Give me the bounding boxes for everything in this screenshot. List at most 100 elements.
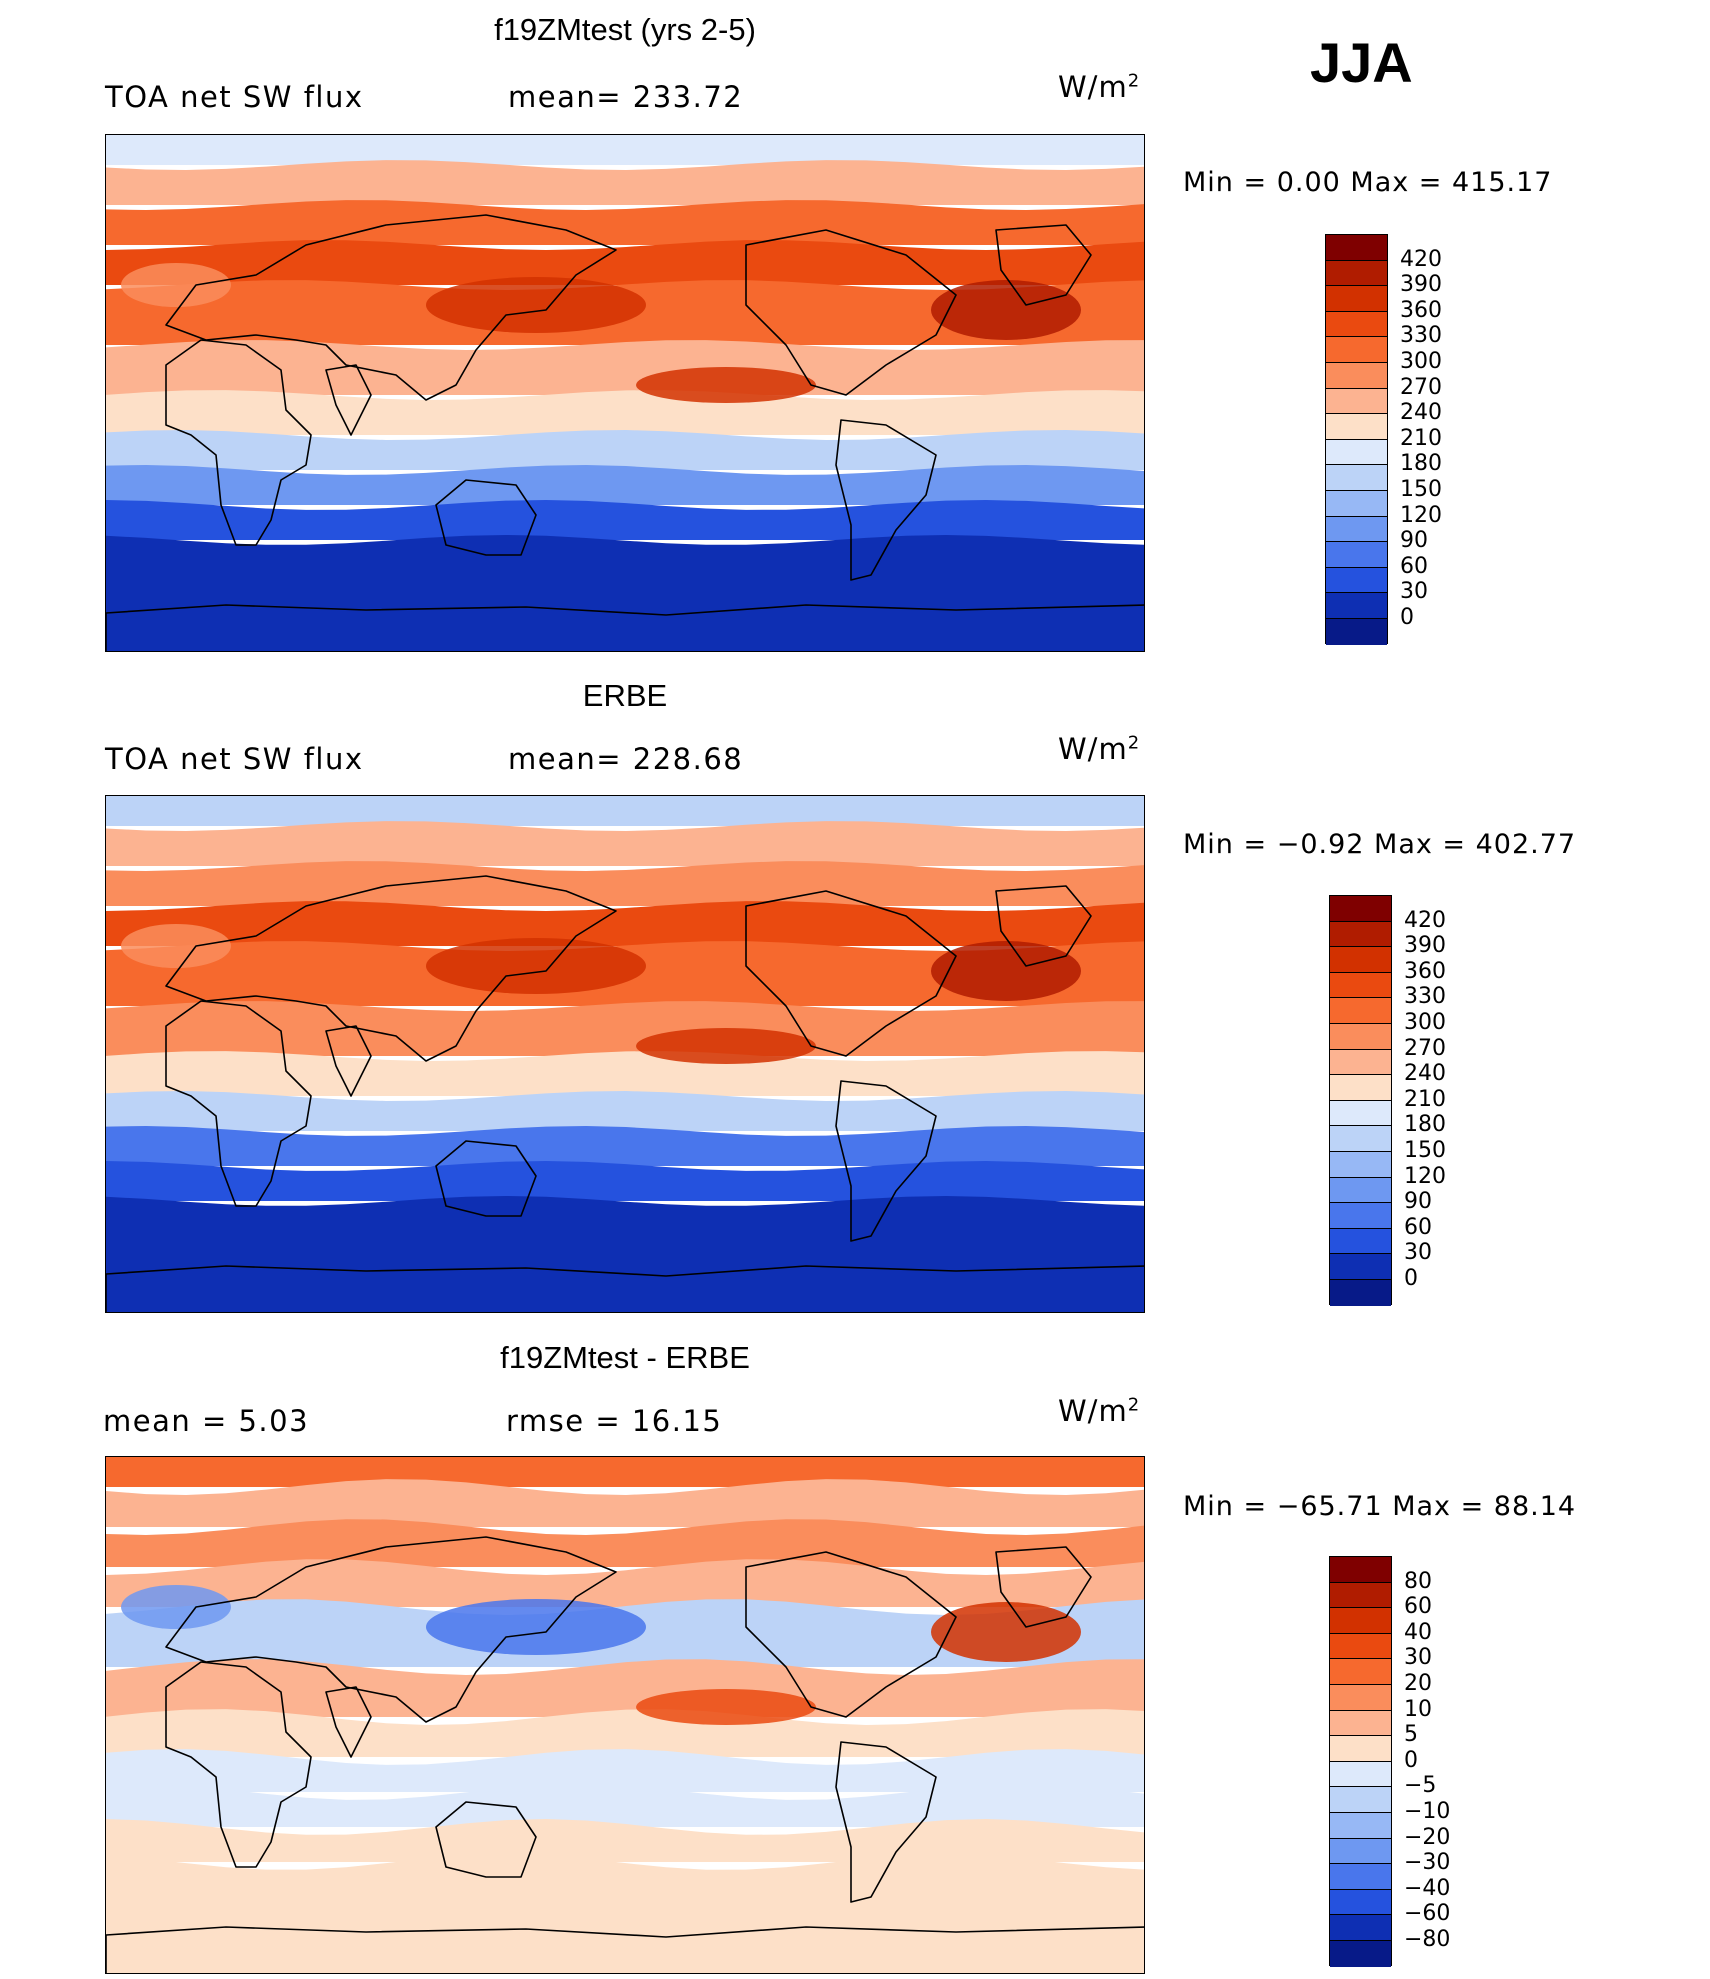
colorbar-segment — [1330, 1915, 1391, 1941]
coastline — [435, 1140, 537, 1217]
flux-band — [106, 1659, 1144, 1717]
colorbar-segment — [1330, 1838, 1391, 1865]
flux-band — [106, 1126, 1144, 1166]
panel-2-map — [105, 795, 1145, 1313]
colorbar-tick-label: −5 — [1404, 1773, 1437, 1799]
flux-band — [106, 1709, 1144, 1757]
colorbar-tick-label: 150 — [1400, 477, 1442, 502]
colorbar-segment — [1330, 1736, 1391, 1762]
panel-2-mean-label: mean= 228.68 — [508, 742, 744, 776]
flux-anomaly — [931, 941, 1081, 1001]
coastline — [165, 1536, 617, 1723]
flux-band — [106, 796, 1144, 826]
panel-3-rmse-label: rmse = 16.15 — [506, 1404, 723, 1438]
colorbar-tick-label: 300 — [1404, 1010, 1446, 1035]
panel-2-map-svg — [106, 796, 1144, 1312]
colorbar-segment — [1330, 1177, 1391, 1204]
colorbar-tick-label: −10 — [1404, 1799, 1451, 1824]
flux-anomaly — [931, 280, 1081, 340]
colorbar-tick-label: 30 — [1404, 1645, 1432, 1671]
flux-band — [106, 135, 1144, 165]
flux-anomaly — [636, 1689, 816, 1725]
flux-band — [106, 500, 1144, 540]
colorbar-segment — [1326, 465, 1387, 491]
flux-band — [106, 1091, 1144, 1131]
flux-band — [106, 1001, 1144, 1056]
coastline — [835, 1080, 937, 1242]
flux-band — [106, 1479, 1144, 1527]
colorbar-tick-label: 330 — [1404, 984, 1446, 1010]
colorbar-tick-label: 0 — [1404, 1747, 1418, 1773]
coastline — [165, 214, 617, 401]
colorbar-tick-label: 360 — [1404, 958, 1446, 984]
coastline — [165, 339, 312, 546]
flux-anomaly — [121, 1585, 231, 1629]
coastline — [995, 1546, 1092, 1628]
colorbar-segment — [1330, 1761, 1391, 1788]
colorbar-tick-label: −40 — [1404, 1875, 1451, 1901]
panel-1-map-svg — [106, 135, 1144, 651]
colorbar-tick-label: 40 — [1404, 1619, 1432, 1645]
panel-3-map — [105, 1456, 1145, 1974]
flux-band — [106, 160, 1144, 205]
flux-anomaly — [931, 1602, 1081, 1662]
colorbar-tick-label: −30 — [1404, 1850, 1451, 1876]
colorbar-tick-label: 120 — [1400, 502, 1442, 528]
flux-band — [106, 1457, 1144, 1487]
flux-anomaly — [426, 277, 646, 333]
coastline — [835, 419, 937, 581]
colorbar-segment — [1330, 1075, 1391, 1101]
colorbar-segment — [1326, 567, 1387, 594]
flux-anomaly — [636, 367, 816, 403]
colorbar-segment — [1330, 1049, 1391, 1076]
coastline — [435, 1801, 537, 1878]
flux-band — [106, 1051, 1144, 1096]
panel-3-units: W/m2 — [1058, 1394, 1141, 1428]
colorbar-tick-label: −60 — [1404, 1901, 1451, 1927]
colorbar-segment — [1326, 491, 1387, 517]
colorbar-tick-label: 240 — [1400, 400, 1442, 426]
coastline — [745, 229, 957, 396]
coastline — [106, 604, 1144, 651]
flux-band — [106, 1161, 1144, 1201]
coastline — [325, 1025, 372, 1097]
flux-anomaly — [121, 263, 231, 307]
flux-band — [106, 200, 1144, 245]
colorbar-segment — [1330, 1024, 1391, 1050]
panel-2-units: W/m2 — [1058, 732, 1141, 766]
flux-band — [106, 1819, 1144, 1862]
coastline — [745, 890, 957, 1057]
colorbar-tick-label: 60 — [1404, 1214, 1432, 1240]
panel-3-mean-label: mean = 5.03 — [103, 1404, 310, 1438]
panel-2-left-label: TOA net SW flux — [105, 742, 364, 776]
coastline — [995, 885, 1092, 967]
flux-band — [106, 465, 1144, 505]
colorbar-segment — [1326, 439, 1387, 466]
colorbar-segment — [1330, 1941, 1391, 1967]
colorbar-tick-label: 60 — [1404, 1594, 1432, 1620]
coastline — [325, 364, 372, 436]
colorbar-segment — [1330, 1787, 1391, 1813]
panel-1-title: f19ZMtest (yrs 2-5) — [494, 12, 756, 47]
colorbar-box — [1325, 234, 1388, 645]
flux-anomaly — [426, 1599, 646, 1655]
colorbar-tick-label: 30 — [1404, 1240, 1432, 1266]
colorbar-tick-label: 60 — [1400, 553, 1428, 579]
colorbar-tick-label: 0 — [1400, 605, 1414, 630]
colorbar-segment — [1330, 1813, 1391, 1839]
flux-band — [106, 1854, 1144, 1973]
colorbar-segment — [1330, 1582, 1391, 1609]
panel-3-title: f19ZMtest - ERBE — [500, 1340, 750, 1375]
colorbar-segment — [1326, 516, 1387, 543]
panel-2-minmax: Min = −0.92 Max = 402.77 — [1183, 829, 1577, 860]
panel-3-minmax: Min = −65.71 Max = 88.14 — [1183, 1491, 1577, 1522]
coastline — [165, 875, 617, 1062]
colorbar-tick-label: 300 — [1400, 349, 1442, 374]
panel-3-map-svg — [106, 1457, 1144, 1973]
flux-band — [106, 1559, 1144, 1607]
flux-band — [106, 1749, 1144, 1792]
colorbar-segment — [1330, 998, 1391, 1024]
colorbar-segment — [1326, 414, 1387, 440]
colorbar-segment — [1330, 1152, 1391, 1178]
coastline — [435, 479, 537, 556]
